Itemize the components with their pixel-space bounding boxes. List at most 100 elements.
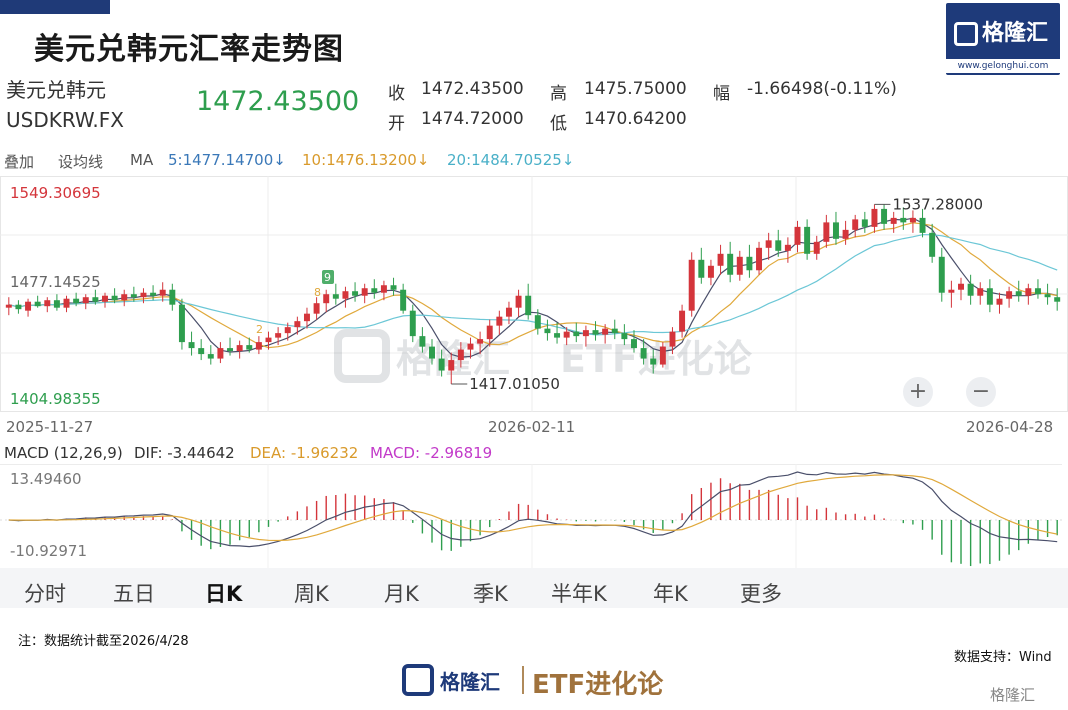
candle <box>429 346 435 359</box>
candle <box>284 327 291 334</box>
candle <box>150 292 157 296</box>
last-price: 1472.43500 <box>196 86 360 117</box>
candle <box>698 259 705 278</box>
ma-lines <box>8 217 1058 358</box>
candle <box>1006 291 1013 299</box>
data-note: 注：数据统计截至2026/4/28 <box>18 634 189 649</box>
y-axis-mid-value: 1477.14525 <box>10 273 101 291</box>
tab-more[interactable]: 更多 <box>740 582 782 606</box>
footer-g-icon <box>402 664 434 696</box>
macd-bottom-value: -10.92971 <box>10 542 87 560</box>
candle <box>881 208 888 224</box>
candle <box>727 253 734 275</box>
x-axis-date-mid: 2026-02-11 <box>488 418 576 436</box>
candle <box>477 339 484 344</box>
candle <box>255 342 262 350</box>
candle <box>765 240 772 248</box>
logo-g-icon <box>954 22 978 46</box>
candle <box>986 288 993 305</box>
candle <box>640 348 647 359</box>
corner-watermark: 格隆汇 <box>990 686 1036 704</box>
x-axis-date-end: 2026-04-28 <box>966 418 1054 436</box>
candle <box>313 303 320 314</box>
candle <box>659 346 666 365</box>
chart-grid <box>0 176 1068 412</box>
candle <box>63 298 70 308</box>
candle <box>794 226 801 245</box>
data-source: 数据支持：Wind <box>954 650 1052 665</box>
tab-yearly-k[interactable]: 年K <box>653 582 688 606</box>
candle <box>178 304 185 343</box>
open-value: 1474.72000 <box>421 109 524 129</box>
candle <box>111 295 118 301</box>
overlay-button[interactable]: 叠加 <box>4 153 35 171</box>
candle <box>871 208 878 227</box>
candle <box>92 297 99 302</box>
close-value: 1472.43500 <box>421 79 524 99</box>
candle <box>198 348 205 355</box>
macd-chart[interactable] <box>0 464 1068 568</box>
tab-quarterly-k[interactable]: 季K <box>473 582 508 606</box>
candle <box>948 289 955 293</box>
candle <box>73 298 80 304</box>
watermark-etf: ETF进化论 <box>560 337 753 381</box>
close-label: 收 <box>388 84 405 104</box>
high-value: 1475.75000 <box>584 79 687 99</box>
candle <box>371 288 378 293</box>
tab-half-year-k[interactable]: 半年K <box>551 582 607 606</box>
brand-logo-text: 格隆汇 <box>954 15 1048 47</box>
candle <box>563 331 570 338</box>
candle <box>958 283 964 290</box>
y-axis-top-value: 1549.30695 <box>10 184 101 202</box>
candle <box>669 331 676 347</box>
chart-watermark: 格隆汇 ETF进化论 <box>334 329 753 383</box>
macd-dif: DIF: -3.44642 <box>134 444 235 462</box>
candle <box>919 217 926 233</box>
instrument-symbol: USDKRW.FX <box>6 108 124 132</box>
candle <box>775 240 782 251</box>
candle <box>332 294 339 299</box>
zoom-in-button[interactable]: + <box>903 377 933 407</box>
zoom-out-button[interactable]: − <box>966 377 996 407</box>
candle <box>102 295 108 302</box>
tab-five-day[interactable]: 五日 <box>113 582 155 606</box>
macd-histogram <box>17 478 1058 567</box>
footer-brand-divider <box>522 666 524 694</box>
tab-daily-k[interactable]: 日K <box>205 582 243 606</box>
dif-line <box>8 471 1058 548</box>
candle <box>303 313 310 322</box>
high-annotation: 1537.28000 <box>892 195 983 213</box>
candle <box>217 348 224 359</box>
candle <box>650 358 657 365</box>
candle <box>5 304 12 308</box>
footer-brand-name: 格隆汇 <box>440 670 500 694</box>
tab-intraday[interactable]: 分时 <box>24 582 66 606</box>
top-decor-strip <box>0 0 110 14</box>
mark-8: 8 <box>314 286 321 299</box>
macd-header: MACD (12,26,9) <box>4 444 123 462</box>
candle <box>207 354 214 359</box>
candle <box>525 295 532 316</box>
candle <box>938 256 945 293</box>
candle <box>380 285 387 293</box>
ma20-value: 20:1484.70525↓ <box>447 151 575 169</box>
candle <box>861 219 868 227</box>
candle <box>409 310 416 337</box>
candle <box>852 219 859 230</box>
ma10-value: 10:1476.13200↓ <box>302 151 430 169</box>
candle <box>573 331 580 337</box>
tab-monthly-k[interactable]: 月K <box>384 582 419 606</box>
candle <box>842 229 849 239</box>
candle <box>438 358 445 371</box>
tab-weekly-k[interactable]: 周K <box>294 582 329 606</box>
candle <box>169 289 176 305</box>
candle <box>15 304 22 310</box>
period-tab-bar <box>0 568 1068 608</box>
candle <box>246 345 253 350</box>
set-ma-button[interactable]: 设均线 <box>58 153 104 171</box>
candle <box>900 217 907 223</box>
candle <box>554 333 561 338</box>
candlestick-chart[interactable]: 格隆汇 ETF进化论 1537.28000 1417.01050 98 2 <box>0 176 1068 412</box>
candle <box>909 217 916 223</box>
candle <box>323 294 330 304</box>
